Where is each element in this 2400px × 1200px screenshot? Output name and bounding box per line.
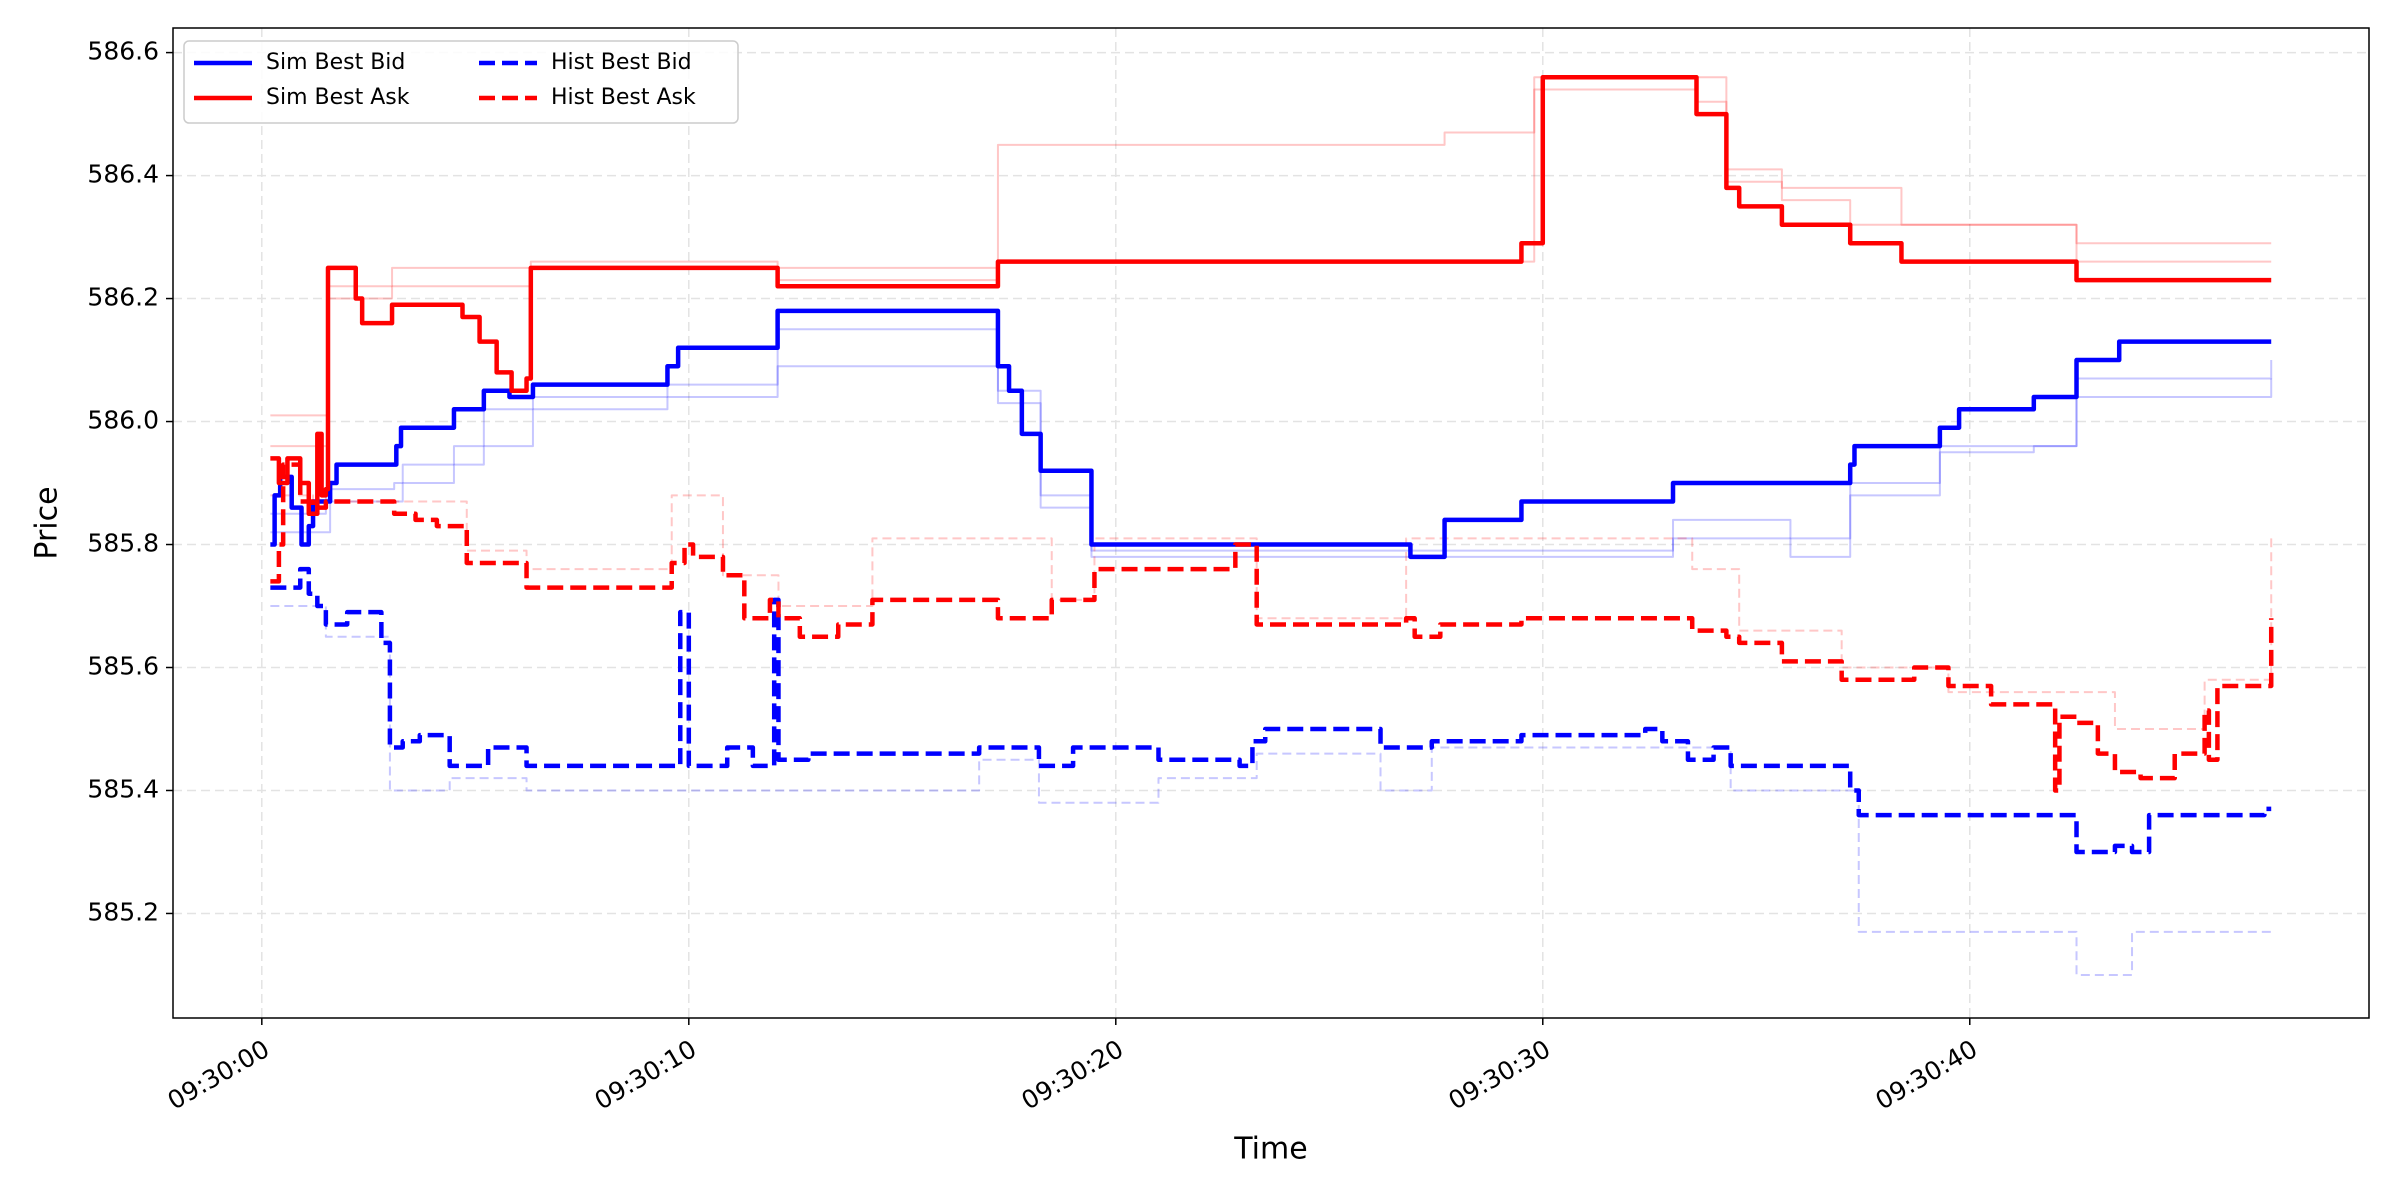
series-line — [270, 462, 2274, 793]
series-line — [270, 308, 2272, 560]
y-tick-label: 586.4 — [87, 160, 159, 189]
faint-series-line — [270, 88, 2272, 448]
y-tick-label: 585.2 — [87, 897, 159, 926]
series-line — [270, 566, 2272, 855]
legend-box — [183, 40, 739, 124]
faint-series-line — [270, 494, 2273, 730]
y-axis-label: Price — [30, 486, 65, 559]
faint-series-line — [270, 328, 2273, 552]
y-tick-label: 586.6 — [87, 37, 159, 66]
legend-label: Sim Best Ask — [266, 85, 410, 110]
x-axis-label: Time — [1233, 1132, 1307, 1167]
lines — [270, 74, 2274, 976]
grid — [173, 28, 2369, 1018]
legend-label: Hist Best Bid — [551, 50, 692, 75]
faint-series-line — [270, 605, 2272, 976]
x-tick-label: 09:30:30 — [1444, 1034, 1556, 1115]
x-tick-label: 09:30:40 — [1871, 1034, 1983, 1115]
y-tick-label: 586.0 — [87, 406, 159, 435]
series-line — [270, 74, 2272, 517]
y-tick-label: 585.4 — [87, 774, 159, 803]
y-tick-label: 586.2 — [87, 283, 159, 312]
y-tick-label: 585.6 — [87, 652, 159, 681]
ticks: 585.2 585.4 585.6 585.8 586.0 586.2 586.4 586.6… — [87, 37, 1982, 1116]
x-tick-label: 09:30:10 — [590, 1034, 702, 1115]
legend-label: Sim Best Bid — [266, 50, 405, 75]
axes-frame — [172, 27, 2370, 1019]
x-tick-label: 09:30:20 — [1017, 1034, 1129, 1115]
x-tick-label: 09:30:00 — [163, 1034, 275, 1115]
legend-label: Hist Best Ask — [551, 85, 696, 110]
legend: Sim Best Bid Sim Best Ask Hist Best Bid His… — [183, 40, 739, 124]
faint-series-line — [270, 365, 2273, 558]
faint-series-line — [270, 76, 2272, 417]
y-tick-label: 585.8 — [87, 529, 159, 558]
